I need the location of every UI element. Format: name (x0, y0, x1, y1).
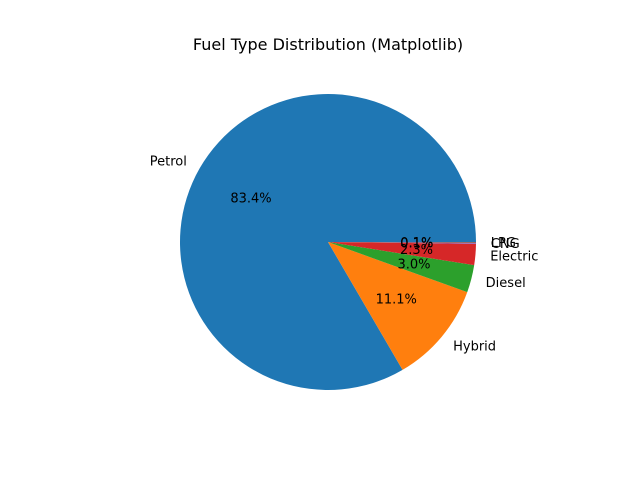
percent-label-lpg: 0.1% (400, 236, 433, 251)
pie-slice-diesel (328, 242, 475, 293)
percent-labels: 83.4%11.1%3.0%2.3%0.1%0.1% (230, 191, 433, 307)
category-label-hybrid: Hybrid (453, 340, 496, 355)
percent-label-cng: 0.1% (400, 236, 433, 251)
percent-label-petrol: 83.4% (230, 191, 271, 206)
category-label-lpg: LPG (491, 236, 516, 251)
percent-label-diesel: 3.0% (397, 258, 430, 273)
pie-slice-hybrid (328, 242, 468, 370)
percent-label-electric: 2.3% (400, 243, 433, 258)
pie-slice-electric (328, 242, 476, 266)
category-label-diesel: Diesel (486, 276, 526, 291)
chart-title: Fuel Type Distribution (Matplotlib) (193, 35, 463, 54)
pie-slice-cng (328, 242, 476, 244)
percent-label-hybrid: 11.1% (376, 292, 417, 307)
pie-slices (180, 93, 476, 391)
category-label-electric: Electric (490, 249, 538, 264)
category-label-cng: CNG (491, 237, 520, 252)
pie-slice-lpg (328, 242, 476, 243)
pie-slice-petrol (180, 93, 476, 391)
category-label-petrol: Petrol (150, 154, 187, 169)
